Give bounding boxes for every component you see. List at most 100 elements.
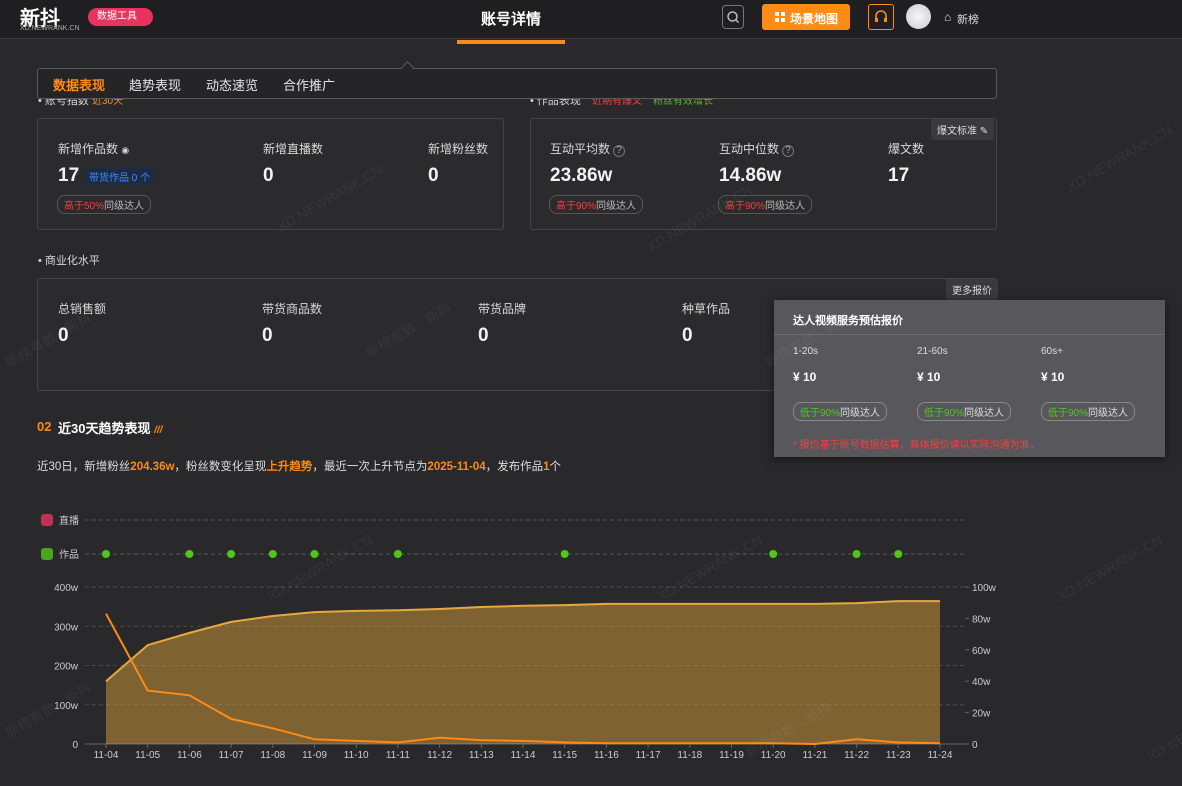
stat-value: 0 — [263, 165, 274, 187]
x-tick-label: 11-23 — [886, 750, 911, 761]
stat-label: 新增直播数 — [263, 140, 323, 157]
y-tick-label: 0 — [72, 740, 78, 751]
section-label: • 商业化水平 — [38, 252, 100, 268]
x-tick-label: 11-04 — [94, 750, 119, 761]
compare-pill: 高于90%同级达人 — [718, 195, 812, 214]
work-dot — [894, 550, 902, 558]
compare-pill: 高于90%同级达人 — [549, 195, 643, 214]
stat-value: 14.86w — [719, 165, 781, 187]
x-tick-label: 11-06 — [177, 750, 202, 761]
stat-value: 23.86w — [550, 165, 612, 187]
work-dot — [853, 550, 861, 558]
stat-label: 爆文数 — [888, 140, 924, 157]
stat-label-text: 新增作品数 — [58, 142, 118, 156]
support-button[interactable] — [868, 4, 894, 30]
stat-label: 带货商品数 — [262, 300, 322, 317]
tool-badge[interactable]: 数据工具 — [88, 8, 153, 26]
tab[interactable]: 动态速览 — [206, 75, 258, 94]
popup-title: 达人视频服务预估报价 — [793, 312, 903, 328]
user-name[interactable]: 新榜 — [957, 11, 979, 27]
work-dot — [269, 550, 277, 558]
page-title: 账号详情 — [457, 8, 565, 29]
stat-label: 总销售额 — [58, 300, 106, 317]
x-tick-label: 11-19 — [719, 750, 744, 761]
work-dot — [561, 550, 569, 558]
watermark: XD.NEWRANK.CN — [1064, 121, 1175, 194]
stat-value: 17 — [888, 165, 909, 187]
top-bar — [0, 0, 1182, 39]
trend-title-text: 近30天趋势表现 — [58, 421, 150, 436]
stat-value: 0 — [428, 165, 439, 187]
compare-rest: 同级达人 — [840, 408, 880, 419]
work-dot — [311, 550, 319, 558]
watermark: XD.NEWRANK.CN — [1054, 531, 1165, 604]
event-icon — [41, 548, 53, 560]
x-tick-label: 11-15 — [552, 750, 577, 761]
event-label: 作品 — [59, 549, 79, 561]
stat-label-text: 互动中位数 — [719, 142, 779, 156]
avatar[interactable] — [906, 4, 931, 29]
event-icon — [41, 514, 53, 526]
x-tick-label: 11-09 — [302, 750, 327, 761]
stat-label-text: 互动平均数 — [550, 142, 610, 156]
work-dot — [185, 550, 193, 558]
tab[interactable]: 数据表现 — [53, 75, 105, 94]
tab[interactable]: 合作推广 — [283, 75, 335, 94]
compare-pill: 低于90%同级达人 — [917, 402, 1011, 421]
compare-pill: 低于90%同级达人 — [1041, 402, 1135, 421]
stat-value: 0 — [262, 325, 273, 347]
x-tick-label: 11-18 — [677, 750, 702, 761]
price: ¥ 10 — [1041, 370, 1064, 384]
watermark: XD.NEWRANK.CN — [1144, 691, 1182, 764]
stat-label: 互动中位数? — [719, 140, 794, 157]
logo-sub: XD.NEWRANK.CN — [20, 25, 80, 32]
y2-tick-label: 80w — [972, 614, 991, 625]
search-button[interactable] — [722, 5, 744, 29]
work-dot — [227, 550, 235, 558]
price: ¥ 10 — [793, 370, 816, 384]
y-tick-label: 400w — [54, 583, 79, 594]
work-dot — [394, 550, 402, 558]
stat-value: 0 — [58, 325, 69, 347]
summary-part: ，最近一次上升节点为 — [312, 461, 427, 473]
compare-high: 高于90% — [556, 201, 596, 212]
compare-high: 高于90% — [725, 201, 765, 212]
stat-value: 0 — [478, 325, 489, 347]
scene-map-label[interactable]: 场景地图 — [790, 10, 838, 27]
duration: 1-20s — [793, 346, 818, 357]
x-tick-label: 11-22 — [844, 750, 869, 761]
tab[interactable]: 趋势表现 — [129, 75, 181, 94]
compare-low: 低于90% — [800, 408, 840, 419]
y2-tick-label: 0 — [972, 740, 978, 751]
duration: 21-60s — [917, 346, 948, 357]
event-label: 直播 — [59, 514, 79, 527]
y-tick-label: 100w — [54, 701, 79, 712]
x-tick-label: 11-08 — [260, 750, 285, 761]
summary-part: 近30日，新增粉丝 — [37, 461, 130, 473]
scene-map-icon — [775, 12, 785, 22]
compare-low: 低于90% — [1048, 408, 1088, 419]
summary-part: ，发布作品 — [486, 461, 544, 473]
compare-rest: 同级达人 — [104, 201, 144, 212]
popup-divider — [774, 334, 1165, 335]
x-tick-label: 11-07 — [219, 750, 244, 761]
compare-low: 低于90% — [924, 408, 964, 419]
trend-summary: 近30日，新增粉丝204.36w，粉丝数变化呈现上升趋势，最近一次上升节点为20… — [37, 458, 561, 474]
x-tick-label: 11-17 — [636, 750, 661, 761]
x-tick-label: 11-21 — [802, 750, 827, 761]
corner-text[interactable]: 爆文标准 — [937, 126, 977, 137]
y2-tick-label: 40w — [972, 677, 991, 688]
more-quotes-button[interactable]: 更多报价 — [946, 279, 998, 300]
x-tick-label: 11-16 — [594, 750, 619, 761]
x-tick-label: 11-10 — [344, 750, 369, 761]
stat-label: 互动平均数? — [550, 140, 625, 157]
y2-tick-label: 60w — [972, 646, 991, 657]
compare-high: 高于50% — [64, 201, 104, 212]
duration: 60s+ — [1041, 346, 1063, 357]
stat-label: 新增粉丝数 — [428, 140, 488, 157]
stat-value: 0 — [682, 325, 693, 347]
hit-standard-button[interactable]: 爆文标准 ✎ — [931, 119, 994, 140]
y2-tick-label: 100w — [972, 583, 997, 594]
stat-label: 种草作品 — [682, 300, 730, 317]
